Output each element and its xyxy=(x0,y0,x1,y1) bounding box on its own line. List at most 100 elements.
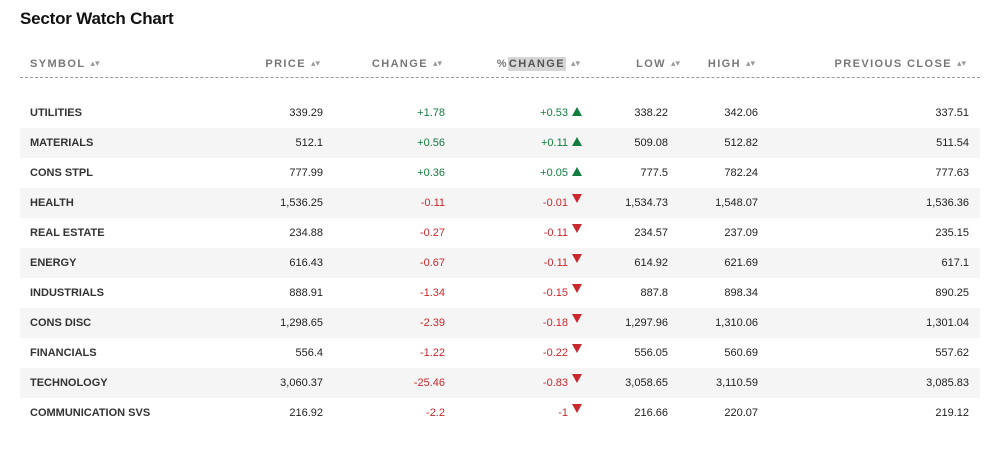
cell-price: 888.91 xyxy=(289,287,323,299)
table-header: SYMBOL ▴▾ PRICE ▴▾ CHANGE ▴▾ %CHANGE ▴▾ LOW ▴… xyxy=(20,56,980,78)
cell-previous-close: 337.51 xyxy=(935,107,969,119)
cell-previous-close: 511.54 xyxy=(936,137,969,149)
cell-change: +0.56 xyxy=(417,137,445,149)
cell-price: 1,536.25 xyxy=(280,197,323,209)
table-row[interactable]: INDUSTRIALS 888.91 -1.34 -0.15 887.8 898.34 89… xyxy=(20,278,980,308)
col-header-label: LOW xyxy=(636,58,666,70)
cell-low: 1,534.73 xyxy=(625,197,668,209)
cell-previous-close: 617.1 xyxy=(941,257,969,269)
table-row[interactable]: COMMUNICATION SVS 216.92 -2.2 -1 216.66 220.0… xyxy=(20,398,980,428)
pct-change-value: -1 xyxy=(558,407,568,419)
cell-low: 777.5 xyxy=(640,167,668,179)
cell-price: 3,060.37 xyxy=(280,377,323,389)
col-header-label: SYMBOL xyxy=(30,58,86,70)
cell-pct-change: -0.01 xyxy=(543,194,582,209)
table-row[interactable]: MATERIALS 512.1 +0.56 +0.11 509.08 512.82 511.… xyxy=(20,128,980,158)
table-row[interactable]: HEALTH 1,536.25 -0.11 -0.01 1,534.73 1,548.07… xyxy=(20,188,980,218)
cell-symbol[interactable]: MATERIALS xyxy=(30,137,94,149)
cell-symbol[interactable]: CONS DISC xyxy=(30,317,92,329)
triangle-up-icon xyxy=(572,137,582,146)
cell-symbol[interactable]: COMMUNICATION SVS xyxy=(30,407,151,419)
pct-change-value: -0.11 xyxy=(543,257,568,269)
cell-pct-change: -1 xyxy=(558,404,582,419)
cell-pct-change: -0.22 xyxy=(542,344,582,359)
cell-low: 338.22 xyxy=(634,107,668,119)
cell-high: 512.82 xyxy=(724,137,758,149)
cell-symbol[interactable]: TECHNOLOGY xyxy=(30,377,108,389)
table-row[interactable]: TECHNOLOGY 3,060.37 -25.46 -0.83 3,058.65 3,1… xyxy=(20,368,980,398)
page-title: Sector Watch Chart xyxy=(20,9,174,28)
cell-previous-close: 1,536.36 xyxy=(926,197,969,209)
cell-low: 3,058.65 xyxy=(625,377,668,389)
triangle-down-icon xyxy=(572,284,582,293)
col-header-label: PREVIOUS CLOSE xyxy=(834,58,952,70)
triangle-down-icon xyxy=(572,314,582,323)
cell-pct-change: -0.15 xyxy=(543,284,582,299)
cell-low: 887.8 xyxy=(640,287,668,299)
triangle-down-icon xyxy=(572,374,582,383)
cell-high: 3,110.59 xyxy=(715,377,758,389)
cell-symbol[interactable]: FINANCIALS xyxy=(30,347,97,359)
pct-change-value: +0.11 xyxy=(540,137,568,149)
cell-low: 614.92 xyxy=(634,257,668,269)
col-header-pct-change[interactable]: %CHANGE ▴▾ xyxy=(497,57,580,71)
table-row[interactable]: CONS DISC 1,298.65 -2.39 -0.18 1,297.96 1,310… xyxy=(20,308,980,338)
cell-high: 1,310.06 xyxy=(715,317,758,329)
col-header-previous-close[interactable]: PREVIOUS CLOSE ▴▾ xyxy=(835,58,966,70)
cell-price: 777.99 xyxy=(289,167,323,179)
col-header-price[interactable]: PRICE ▴▾ xyxy=(265,58,320,70)
cell-change: -0.67 xyxy=(419,257,445,269)
cell-high: 237.09 xyxy=(724,227,758,239)
cell-pct-change: +0.05 xyxy=(540,167,582,179)
sort-icon: ▴▾ xyxy=(310,58,320,68)
col-header-change[interactable]: CHANGE ▴▾ xyxy=(372,58,442,70)
col-header-label: HIGH xyxy=(707,58,741,70)
cell-symbol[interactable]: UTILITIES xyxy=(30,107,82,119)
col-header-symbol[interactable]: SYMBOL ▴▾ xyxy=(30,58,100,70)
cell-change: -25.46 xyxy=(413,377,445,389)
cell-symbol[interactable]: ENERGY xyxy=(30,257,77,269)
col-header-low[interactable]: LOW ▴▾ xyxy=(636,58,680,70)
cell-previous-close: 3,085.83 xyxy=(926,377,969,389)
cell-change: -1.34 xyxy=(419,287,445,299)
col-header-label: CHANGE xyxy=(371,58,428,70)
cell-high: 220.07 xyxy=(724,407,758,419)
cell-previous-close: 890.25 xyxy=(935,287,969,299)
pct-change-value: -0.11 xyxy=(543,227,568,239)
triangle-down-icon xyxy=(572,224,582,233)
cell-high: 621.69 xyxy=(724,257,758,269)
cell-high: 1,548.07 xyxy=(715,197,758,209)
table-body: UTILITIES 339.29 +1.78 +0.53 338.22 342.06 337… xyxy=(20,98,980,428)
cell-previous-close: 1,301.04 xyxy=(926,317,969,329)
cell-previous-close: 219.12 xyxy=(935,407,969,419)
table-row[interactable]: ENERGY 616.43 -0.67 -0.11 614.92 621.69 617.1 xyxy=(20,248,980,278)
pct-change-value: -0.22 xyxy=(542,347,568,359)
cell-symbol[interactable]: INDUSTRIALS xyxy=(30,287,104,299)
col-header-high[interactable]: HIGH ▴▾ xyxy=(708,58,755,70)
cell-change: +0.36 xyxy=(417,167,445,179)
cell-price: 556.4 xyxy=(295,347,323,359)
col-header-label: CHANGE xyxy=(507,57,566,71)
cell-change: -0.11 xyxy=(420,197,445,209)
table-row[interactable]: CONS STPL 777.99 +0.36 +0.05 777.5 782.24 777.… xyxy=(20,158,980,188)
cell-low: 509.08 xyxy=(634,137,668,149)
table-row[interactable]: FINANCIALS 556.4 -1.22 -0.22 556.05 560.69 557… xyxy=(20,338,980,368)
triangle-down-icon xyxy=(572,194,582,203)
cell-symbol[interactable]: CONS STPL xyxy=(30,167,93,179)
col-header-label: PRICE xyxy=(265,58,306,70)
table-row[interactable]: UTILITIES 339.29 +1.78 +0.53 338.22 342.06 337… xyxy=(20,98,980,128)
cell-low: 556.05 xyxy=(634,347,668,359)
cell-pct-change: -0.11 xyxy=(543,254,582,269)
pct-change-value: -0.18 xyxy=(542,317,568,329)
pct-change-value: -0.83 xyxy=(542,377,568,389)
cell-change: -2.39 xyxy=(419,317,445,329)
cell-symbol[interactable]: HEALTH xyxy=(30,197,74,209)
table-row[interactable]: REAL ESTATE 234.88 -0.27 -0.11 234.57 237.09 2… xyxy=(20,218,980,248)
cell-change: +1.78 xyxy=(417,107,445,119)
cell-price: 234.88 xyxy=(289,227,323,239)
triangle-down-icon xyxy=(572,404,582,413)
cell-symbol[interactable]: REAL ESTATE xyxy=(30,227,105,239)
cell-high: 782.24 xyxy=(724,167,758,179)
sort-icon: ▴▾ xyxy=(90,58,100,68)
pct-change-value: +0.05 xyxy=(540,167,568,179)
